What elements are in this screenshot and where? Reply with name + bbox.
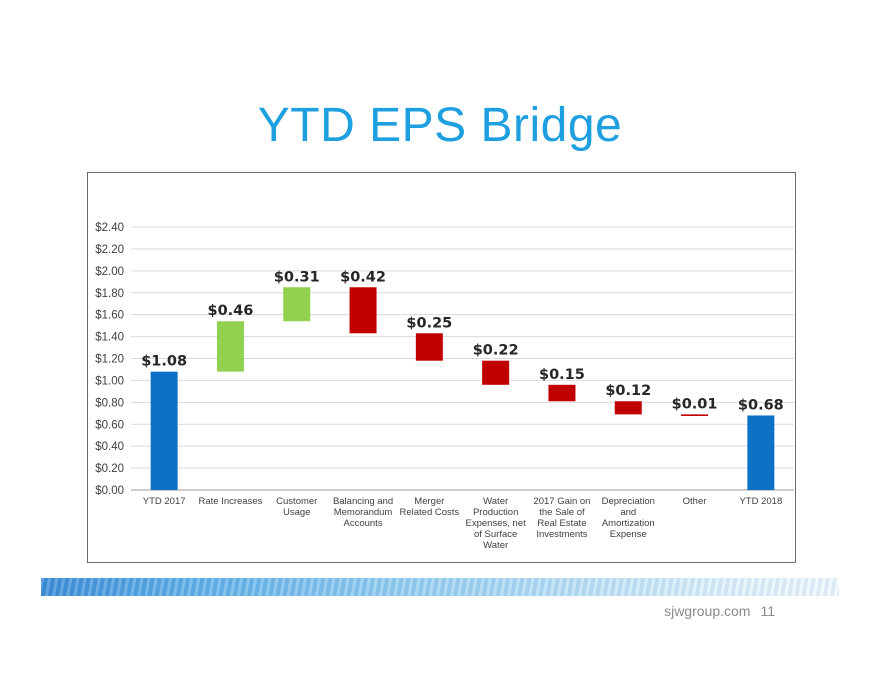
data-label: $0.46 [208,303,254,319]
bar-decrease [548,384,576,402]
bar-decrease [349,287,377,334]
footer: sjwgroup.com 11 [654,603,775,619]
category-label: Expense [610,529,647,540]
category-label: Accounts [344,518,383,529]
category-label: Rate Increases [198,496,262,507]
data-label: $0.68 [738,397,784,413]
category-label: Related Costs [400,507,460,518]
category-label: and [620,507,636,518]
y-tick-label: $0.20 [95,463,124,475]
category-label: Water [483,496,508,507]
data-label: $1.08 [141,354,187,370]
bar-increase [216,321,244,372]
y-tick-label: $1.80 [95,288,124,300]
y-tick-label: $0.60 [95,419,124,431]
y-tick-label: $1.00 [95,375,124,387]
category-label: Real Estate [537,518,586,529]
data-label: $0.15 [539,367,585,383]
category-label: of Surface [474,529,517,540]
data-label: $0.22 [473,343,519,359]
y-tick-label: $0.80 [95,397,124,409]
y-tick-label: $2.20 [95,244,124,256]
category-label: Memorandum [334,507,393,518]
category-label: YTD 2018 [739,496,782,507]
category-label: Usage [283,507,310,518]
data-label: $0.31 [274,269,320,285]
bar-total [150,371,178,490]
decorative-band [41,578,839,596]
category-label: Depreciation [602,496,655,507]
y-tick-label: $1.60 [95,310,124,322]
y-tick-label: $2.40 [95,222,124,234]
bar-total [747,415,775,490]
bar-decrease [681,414,709,416]
category-label: the Sale of [539,507,585,518]
y-tick-label: $1.40 [95,332,124,344]
category-label: Water [483,540,508,551]
decorative-band-texture [41,578,839,596]
bar-decrease [415,333,443,361]
data-label: $0.25 [406,315,452,331]
category-label: Production [473,507,518,518]
category-label: Amortization [602,518,655,529]
y-tick-label: $0.40 [95,441,124,453]
chart-frame: $0.00 $0.20 $0.40 $0.60 $0.80 $1.00 $1.20 $1.40… [87,172,796,563]
data-label: $0.12 [605,383,651,399]
category-label: Other [683,496,707,507]
footer-site[interactable]: sjwgroup.com [664,603,751,619]
category-label: Expenses, net [466,518,527,529]
bar-decrease [614,401,642,415]
category-label: Balancing and [333,496,393,507]
y-tick-label: $2.00 [95,266,124,278]
category-label: Merger [414,496,444,507]
y-tick-label: $0.00 [95,485,124,497]
category-label: YTD 2017 [143,496,186,507]
y-tick-label: $1.20 [95,354,124,366]
waterfall-chart: $0.00 $0.20 $0.40 $0.60 $0.80 $1.00 $1.20 $1.40… [95,222,794,551]
footer-page-number: 11 [760,603,775,619]
data-label: $0.01 [672,396,718,412]
data-label: $0.42 [340,269,386,285]
page-title: YTD EPS Bridge [257,99,623,152]
category-label: Investments [536,529,587,540]
bar-decrease [482,360,510,385]
category-label: 2017 Gain on [533,496,590,507]
category-label: Customer [276,496,317,507]
bar-increase [283,287,311,322]
